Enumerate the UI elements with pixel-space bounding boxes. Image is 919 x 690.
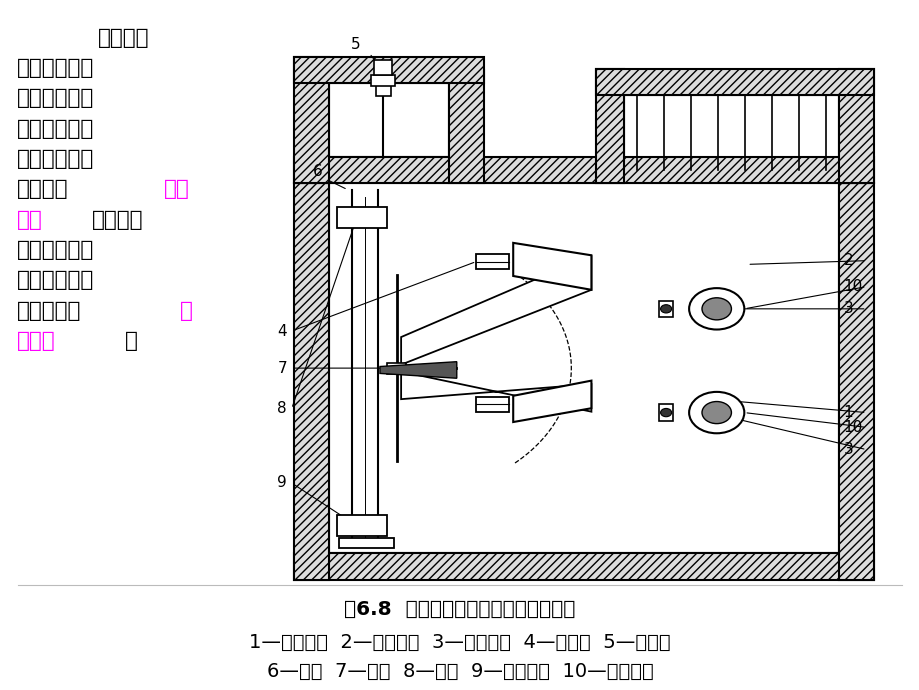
Text: 动作，发出: 动作，发出 [17, 301, 81, 321]
Text: 开口杯露出油: 开口杯露出油 [17, 149, 94, 169]
Bar [370, 75, 395, 86]
Bar [294, 57, 329, 183]
Bar [658, 404, 673, 421]
Polygon shape [513, 381, 591, 422]
Text: 闸脉冲: 闸脉冲 [17, 331, 55, 351]
Text: 5: 5 [350, 37, 360, 52]
Text: 面，发出: 面，发出 [17, 179, 68, 199]
Text: 油面逐渐降低: 油面逐渐降低 [17, 88, 94, 108]
Bar [294, 157, 873, 183]
Text: 当变压器: 当变压器 [98, 28, 150, 48]
Text: 面后，继电器: 面后，继电器 [17, 270, 94, 290]
Circle shape [701, 402, 731, 424]
Text: 10: 10 [843, 420, 862, 435]
Circle shape [688, 392, 743, 433]
Bar [838, 69, 873, 183]
Bar [387, 363, 405, 374]
Text: 6: 6 [312, 164, 323, 179]
Polygon shape [513, 243, 591, 290]
Text: 3: 3 [843, 442, 853, 457]
Bar [373, 60, 392, 75]
Bar [658, 301, 673, 317]
Bar [329, 83, 448, 157]
Text: 开口杯露出油: 开口杯露出油 [17, 240, 94, 260]
Circle shape [688, 288, 743, 330]
Bar [336, 515, 387, 536]
Bar [623, 95, 838, 170]
Bar [448, 70, 483, 183]
Text: 3: 3 [843, 302, 853, 316]
Bar [596, 69, 623, 183]
Text: 2: 2 [843, 253, 852, 268]
Text: 1: 1 [843, 405, 852, 420]
Text: 报警: 报警 [164, 179, 189, 199]
Bar [336, 207, 387, 228]
Text: 严重漏油而使: 严重漏油而使 [17, 58, 94, 78]
Text: ，进而下: ，进而下 [92, 210, 143, 230]
Circle shape [660, 305, 671, 313]
Circle shape [701, 298, 731, 320]
Bar [476, 254, 508, 269]
Text: 1—下开口杯  2—上开口杯  3—干簧触点  4—平衡锤  5—放气阀: 1—下开口杯 2—上开口杯 3—干簧触点 4—平衡锤 5—放气阀 [249, 633, 670, 653]
Text: 7: 7 [278, 361, 287, 375]
Text: 10: 10 [843, 279, 862, 294]
Text: 跳: 跳 [180, 301, 193, 321]
Text: 8: 8 [278, 402, 287, 416]
Bar [329, 183, 838, 553]
Circle shape [660, 408, 671, 417]
Text: 4: 4 [278, 324, 287, 339]
Text: 6—探针  7—支架  8—挡板  9—进油挡板  10—永久磁铁: 6—探针 7—支架 8—挡板 9—进油挡板 10—永久磁铁 [267, 662, 652, 682]
Bar [294, 553, 873, 580]
Polygon shape [401, 255, 591, 365]
Polygon shape [338, 538, 393, 548]
Text: 9: 9 [277, 475, 287, 491]
Bar [294, 57, 483, 83]
Text: 时，首先是上: 时，首先是上 [17, 119, 94, 139]
Bar [596, 69, 873, 95]
Polygon shape [380, 362, 456, 378]
Text: 图6.8  开口杯挡板式气体继电器结构图: 图6.8 开口杯挡板式气体继电器结构图 [344, 600, 575, 620]
Polygon shape [401, 372, 591, 412]
Bar [294, 183, 329, 580]
Text: 信号: 信号 [17, 210, 42, 230]
Text: 。: 。 [125, 331, 138, 351]
Bar [838, 183, 873, 580]
Bar [476, 397, 508, 412]
Bar [376, 65, 391, 96]
